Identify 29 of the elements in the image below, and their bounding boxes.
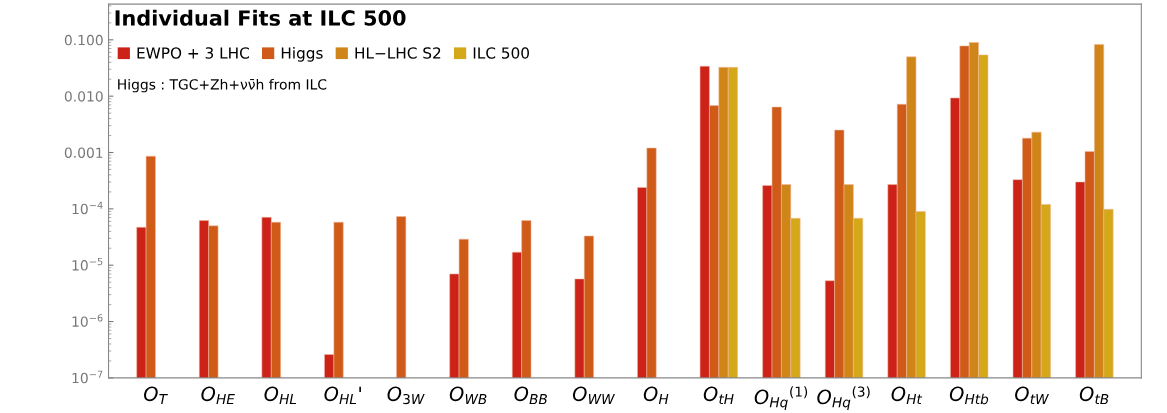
- x-tick-label: O$_{HL}$: [264, 386, 297, 405]
- x-tick-label: O$_{tB}$: [1079, 386, 1109, 405]
- y-tick-label: 0.001: [64, 147, 103, 158]
- x-tick-label: O$_{Hq}$$^{(3)}$: [817, 386, 870, 410]
- y-tick-label: 10$^{−7}$: [72, 370, 103, 384]
- y-tick-label: 10$^{−6}$: [72, 314, 103, 327]
- y-tick-label: 0.010: [64, 91, 103, 102]
- x-tick-label: O$_{BB}$: [514, 386, 547, 405]
- annotation: Higgs : TGC+Zh+νν̄h from ILC: [118, 78, 327, 93]
- chart-title: Individual Fits at ILC 500: [115, 9, 406, 26]
- x-tick-label: O$_{Ht}$: [891, 386, 923, 405]
- y-tick-label: 0.100: [64, 34, 103, 46]
- x-tick-label: O$_{H}$: [643, 386, 669, 405]
- x-tick-label: O$_{WW}$: [572, 386, 615, 405]
- x-tick-label: O$_{tH}$: [703, 386, 734, 405]
- x-tick-label: O$_{tW}$: [1015, 386, 1049, 405]
- legend-label: ILC 500: [473, 47, 529, 59]
- x-tick-label: O$_{Hq}$$^{(1)}$: [754, 386, 808, 410]
- legend-label: HL−LHC S2: [355, 47, 441, 59]
- x-tick-label: O$_{HL}$': [324, 386, 361, 405]
- legend-label: Higgs: [281, 46, 323, 62]
- y-tick-label: 10$^{−4}$: [72, 201, 103, 215]
- x-tick-label: O$_{Htb}$: [949, 386, 989, 405]
- x-tick-label: O$_{WB}$: [449, 386, 487, 405]
- x-tick-label: O$_{HE}$: [201, 386, 235, 405]
- y-tick-label: 10$^{−5}$: [72, 257, 103, 271]
- x-tick-label: O$_{3W}$: [387, 386, 425, 405]
- x-tick-label: O$_{T}$: [144, 386, 168, 405]
- legend-label: EWPO + 3 LHC: [137, 47, 249, 59]
